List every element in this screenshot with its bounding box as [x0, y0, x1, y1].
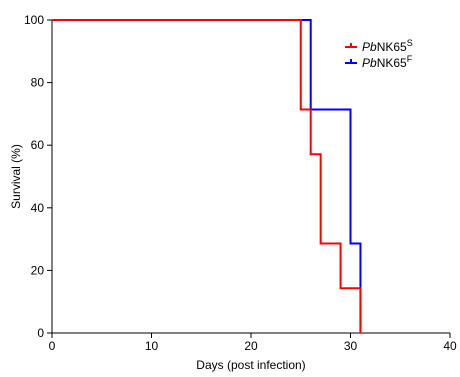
- y-axis-title: Survival (%): [9, 144, 23, 209]
- legend-label-S: PbNK65S: [362, 38, 413, 54]
- series-line-F: [52, 19, 362, 333]
- x-tick-label: 40: [443, 339, 457, 353]
- x-tick-label: 20: [244, 339, 258, 353]
- y-tick-label: 20: [31, 263, 45, 277]
- legend-label-main: NK65: [377, 40, 407, 54]
- legend-label-superscript: S: [407, 38, 413, 48]
- legend-label-F: PbNK65F: [362, 54, 413, 70]
- x-axis-title: Days (post infection): [196, 358, 305, 372]
- y-tick-label: 0: [37, 326, 44, 340]
- y-tick-label: 40: [31, 201, 45, 215]
- x-tick-label: 0: [49, 339, 56, 353]
- legend-label-superscript: F: [407, 54, 413, 64]
- y-tick-label: 80: [31, 76, 45, 90]
- legend-label-prefix: Pb: [362, 56, 377, 70]
- x-tick-label: 30: [344, 339, 358, 353]
- x-tick-label: 10: [145, 339, 159, 353]
- axes: 0 10 20 30 40 0 20 40 60 80 100: [24, 13, 457, 353]
- series-line-S: [52, 19, 362, 333]
- legend-label-prefix: Pb: [362, 40, 377, 54]
- y-tick-label: 60: [31, 138, 45, 152]
- legend-label-main: NK65: [377, 56, 407, 70]
- series-layer: [52, 19, 362, 333]
- y-tick-label: 100: [24, 13, 44, 27]
